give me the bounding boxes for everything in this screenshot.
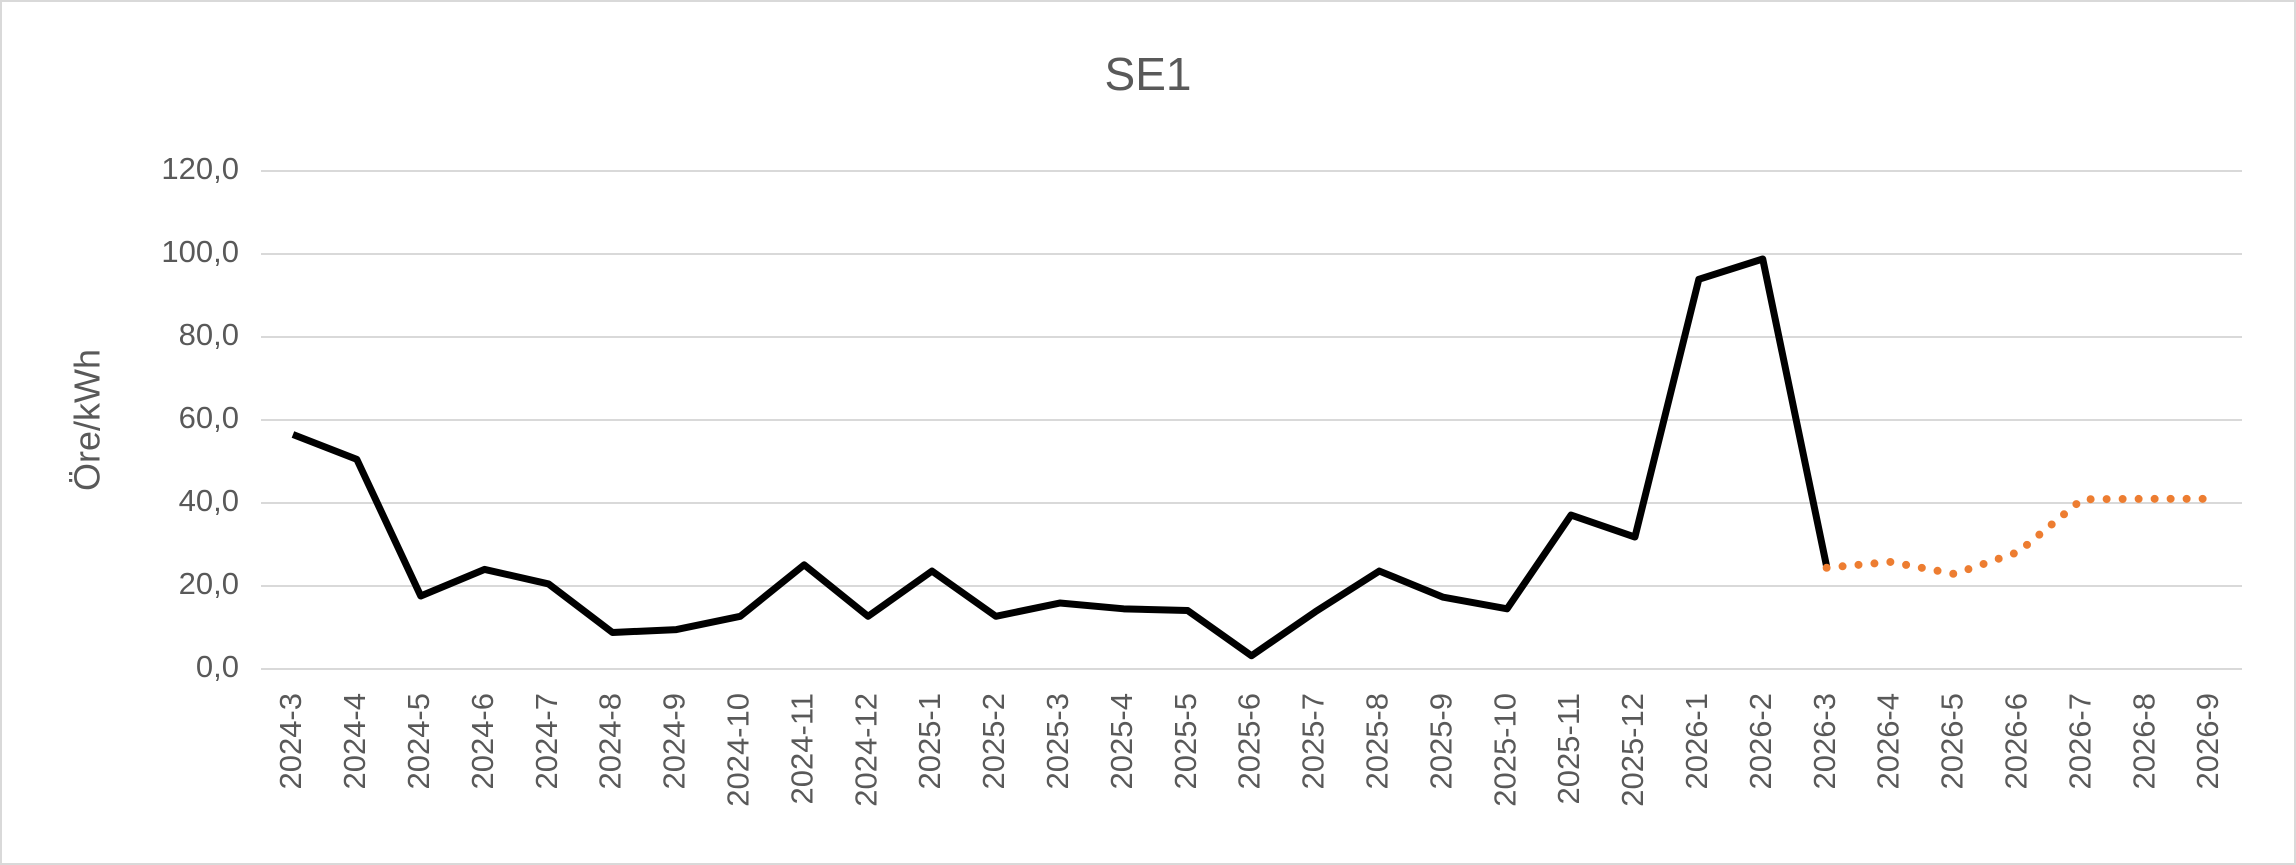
x-tick-label: 2025-7 xyxy=(1296,693,1331,790)
x-tick-label: 2024-4 xyxy=(337,693,372,790)
x-tick-label: 2026-2 xyxy=(1743,693,1778,790)
x-tick-label: 2025-1 xyxy=(912,693,947,790)
chart-title: SE1 xyxy=(1105,48,1192,100)
x-tick-label: 2024-8 xyxy=(593,693,628,790)
x-tick-label: 2026-7 xyxy=(2062,693,2097,790)
x-tick-label: 2026-3 xyxy=(1807,693,1842,790)
y-axis-label: Öre/kWh xyxy=(67,349,108,491)
x-tick-label: 2024-6 xyxy=(465,693,500,790)
y-tick-label: 120,0 xyxy=(161,151,239,186)
x-tick-label: 2026-6 xyxy=(1999,693,2034,790)
x-tick-label: 2024-11 xyxy=(784,693,819,804)
line-series xyxy=(1822,494,2215,578)
y-tick-label: 100,0 xyxy=(161,234,239,269)
line-series xyxy=(291,255,1831,660)
x-tick-label: 2025-11 xyxy=(1551,693,1586,804)
x-tick-label: 2026-1 xyxy=(1679,693,1714,790)
x-tick-label: 2025-3 xyxy=(1040,693,1075,790)
y-tick-label: 80,0 xyxy=(179,317,239,352)
x-tick-label: 2024-7 xyxy=(529,693,564,790)
x-tick-label: 2024-12 xyxy=(848,693,883,807)
x-tick-label: 2025-10 xyxy=(1487,693,1522,807)
x-tick-label: 2026-4 xyxy=(1871,693,1906,790)
y-tick-label: 20,0 xyxy=(179,566,239,601)
x-tick-label: 2026-9 xyxy=(2190,693,2225,790)
y-tick-label: 0,0 xyxy=(196,649,239,684)
x-tick-label: 2025-12 xyxy=(1615,693,1650,807)
x-tick-label: 2025-6 xyxy=(1232,693,1267,790)
x-tick-label: 2025-4 xyxy=(1104,693,1139,790)
x-tick-label: 2025-8 xyxy=(1359,693,1394,790)
x-tick-label: 2024-5 xyxy=(401,693,436,790)
x-tick-label: 2024-3 xyxy=(273,693,308,790)
y-tick-label: 60,0 xyxy=(179,400,239,435)
x-tick-label: 2025-2 xyxy=(976,693,1011,790)
x-tick-label: 2026-5 xyxy=(1935,693,1970,790)
x-tick-label: 2026-8 xyxy=(2126,693,2161,790)
x-tick-label: 2024-9 xyxy=(657,693,692,790)
x-tick-label: 2024-10 xyxy=(720,693,755,807)
x-tick-label: 2025-9 xyxy=(1423,693,1458,790)
x-tick-label: 2025-5 xyxy=(1168,693,1203,790)
y-tick-label: 40,0 xyxy=(179,483,239,518)
